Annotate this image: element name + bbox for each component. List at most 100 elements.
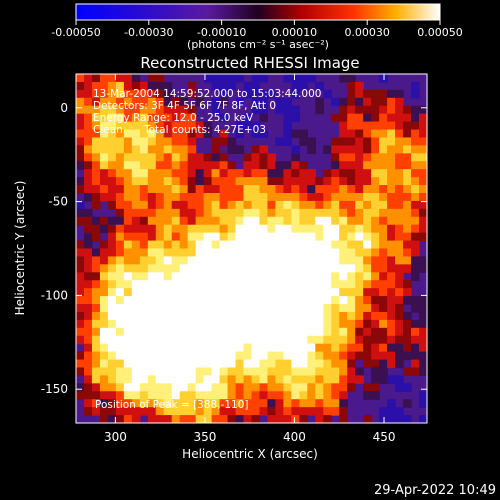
heatmap-cell <box>419 153 427 162</box>
heatmap-cell <box>395 280 404 289</box>
heatmap-cell <box>107 311 117 321</box>
heatmap-cell <box>267 399 277 408</box>
heatmap-cell <box>275 296 285 305</box>
heatmap-cell <box>323 407 332 416</box>
heatmap-cell <box>251 232 261 242</box>
heatmap-cell <box>323 177 332 186</box>
heatmap-cell <box>235 319 245 329</box>
heatmap-cell <box>83 304 93 313</box>
heatmap-cell <box>235 351 245 361</box>
heatmap-cell <box>99 192 109 202</box>
heatmap-cell <box>147 343 157 353</box>
heatmap-cell <box>163 375 173 384</box>
heatmap-cell <box>171 359 181 369</box>
heatmap-cell <box>123 256 133 265</box>
heatmap-cell <box>411 216 420 226</box>
heatmap-cell <box>91 335 101 345</box>
heatmap-cell <box>115 256 125 265</box>
heatmap-cell <box>187 399 197 408</box>
heatmap-cell <box>283 137 292 146</box>
heatmap-cell <box>331 383 340 392</box>
heatmap-cell <box>419 311 427 321</box>
heatmap-cell <box>147 375 157 384</box>
heatmap-cell <box>147 272 157 281</box>
heatmap-cell <box>363 216 372 226</box>
heatmap-cell <box>379 121 388 131</box>
heatmap-cell <box>291 208 300 218</box>
heatmap-cell <box>187 391 197 400</box>
heatmap-cell <box>203 391 213 400</box>
heatmap-cell <box>219 264 229 273</box>
heatmap-cell <box>219 97 229 107</box>
heatmap-cell <box>155 121 165 131</box>
heatmap-cell <box>323 272 332 281</box>
heatmap-cell <box>139 89 149 99</box>
heatmap-cell <box>123 407 133 416</box>
heatmap-cell <box>267 288 277 297</box>
heatmap-cell <box>155 272 165 281</box>
heatmap-cell <box>371 359 380 369</box>
heatmap-cell <box>155 240 165 250</box>
heatmap-cell <box>195 399 205 408</box>
heatmap-cell <box>387 359 396 369</box>
heatmap-cell <box>99 153 109 162</box>
heatmap-cell <box>387 97 396 107</box>
heatmap-cell <box>291 74 300 83</box>
heatmap-cell <box>259 351 269 361</box>
heatmap-cell <box>91 343 101 353</box>
heatmap-cell <box>107 200 117 210</box>
heatmap-cell <box>179 335 189 345</box>
heatmap-cell <box>267 296 277 305</box>
heatmap-cell <box>395 296 404 305</box>
heatmap-cell <box>155 256 165 265</box>
heatmap-cell <box>211 288 221 297</box>
heatmap-cell <box>123 169 133 178</box>
heatmap-cell <box>203 240 213 250</box>
heatmap-cell <box>123 145 133 154</box>
heatmap-cell <box>147 74 157 83</box>
heatmap-cell <box>115 335 125 345</box>
heatmap-cell <box>395 145 404 154</box>
heatmap-cell <box>411 177 420 186</box>
heatmap-cell <box>203 288 213 297</box>
heatmap-cell <box>275 264 285 273</box>
heatmap-cell <box>123 113 133 123</box>
heatmap-cell <box>387 415 396 423</box>
heatmap-cell <box>331 311 340 321</box>
heatmap-cell <box>363 145 372 154</box>
heatmap-cell <box>227 232 237 242</box>
colorbar-tick-label: -0.00050 <box>51 26 100 39</box>
heatmap-cell <box>323 351 332 361</box>
heatmap-cell <box>347 272 356 281</box>
heatmap-cell <box>155 97 165 107</box>
heatmap-cell <box>235 383 245 392</box>
heatmap-cell <box>131 311 141 321</box>
heatmap-cell <box>339 97 348 107</box>
heatmap-cell <box>235 296 245 305</box>
heatmap-cell <box>91 407 101 416</box>
heatmap-cell <box>99 391 109 400</box>
heatmap-cell <box>243 177 253 186</box>
heatmap-cell <box>323 311 332 321</box>
heatmap-cell <box>171 367 181 377</box>
heatmap-cell <box>291 311 300 321</box>
heatmap-cell <box>155 367 165 377</box>
heatmap-cell <box>395 327 404 337</box>
heatmap-cell <box>243 121 253 131</box>
heatmap-cell <box>275 415 285 423</box>
heatmap-cell <box>251 407 261 416</box>
heatmap-cell <box>291 248 300 258</box>
heatmap-cell <box>307 208 316 218</box>
heatmap-cell <box>275 304 285 313</box>
heatmap-cell <box>315 391 324 400</box>
heatmap-cell <box>147 113 157 123</box>
heatmap-cell <box>331 304 340 313</box>
heatmap-cell <box>83 335 93 345</box>
heatmap-cell <box>155 335 165 345</box>
heatmap-cell <box>283 185 292 194</box>
heatmap-cell <box>171 335 181 345</box>
heatmap-cell <box>219 399 229 408</box>
heatmap-cell <box>131 264 141 273</box>
heatmap-cell <box>179 177 189 186</box>
heatmap-cell <box>195 232 205 242</box>
